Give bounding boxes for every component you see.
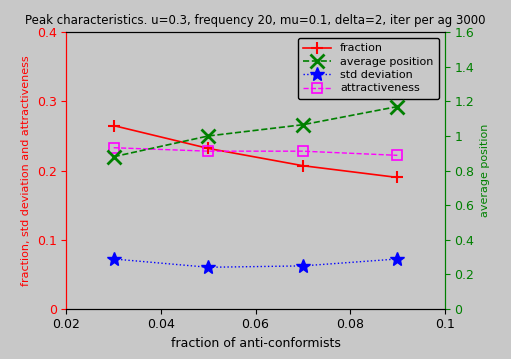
fraction [205, 146, 212, 150]
Y-axis label: fraction, std deviation and attractiveness: fraction, std deviation and attractivene… [21, 55, 31, 286]
attractiveness [205, 149, 212, 153]
Line: std deviation: std deviation [107, 252, 404, 274]
std deviation [300, 264, 306, 268]
attractiveness [110, 145, 117, 150]
average position [205, 134, 212, 138]
std deviation [110, 257, 117, 261]
fraction [394, 175, 401, 180]
average position [110, 154, 117, 159]
average position [300, 122, 306, 127]
std deviation [394, 257, 401, 261]
fraction [300, 164, 306, 168]
Line: attractiveness: attractiveness [109, 143, 402, 160]
Line: fraction: fraction [108, 120, 403, 183]
Line: average position: average position [107, 100, 404, 164]
average position [394, 104, 401, 109]
attractiveness [300, 149, 306, 153]
std deviation [205, 265, 212, 269]
X-axis label: fraction of anti-conformists: fraction of anti-conformists [171, 337, 340, 350]
Text: Peak characteristics. u=0.3, frequency 20, mu=0.1, delta=2, iter per ag 3000: Peak characteristics. u=0.3, frequency 2… [25, 14, 486, 27]
fraction [110, 123, 117, 128]
Y-axis label: average position: average position [480, 124, 490, 217]
attractiveness [394, 153, 401, 158]
Legend: fraction, average position, std deviation, attractiveness: fraction, average position, std deviatio… [298, 38, 439, 99]
